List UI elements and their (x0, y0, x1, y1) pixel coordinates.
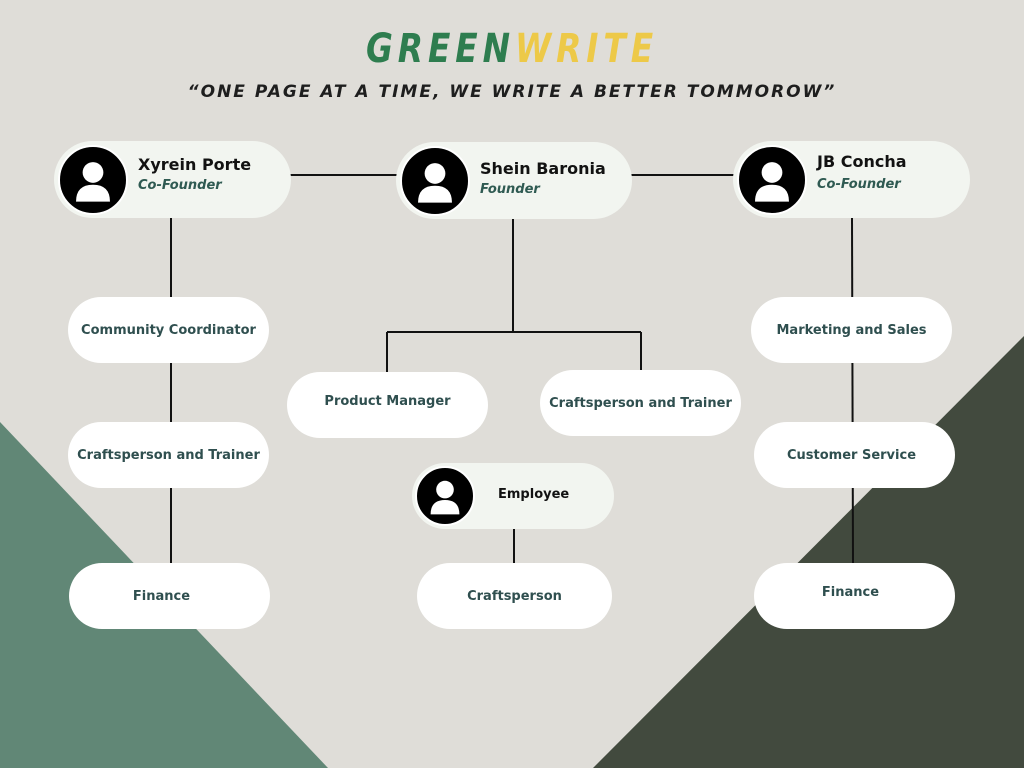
role-customer-service: Customer Service (754, 422, 955, 488)
employee-label: Employee (498, 487, 570, 502)
leader-card-jb: JB Concha Co-Founder (733, 141, 970, 218)
user-avatar-icon (58, 145, 128, 215)
role-finance-right: Finance (754, 563, 955, 629)
role-craftsperson-trainer-center: Craftsperson and Trainer (540, 370, 741, 436)
leader-name: Xyrein Porte (138, 155, 252, 174)
connector-right-chain (851, 217, 854, 564)
leader-name: Shein Baronia (480, 159, 606, 178)
leader-card-shein: Shein Baronia Founder (396, 142, 632, 219)
role-craftsperson: Craftsperson (417, 563, 612, 629)
role-craftsperson-trainer-left: Craftsperson and Trainer (68, 422, 269, 488)
leader-title: Co-Founder (138, 178, 222, 193)
user-avatar-icon (400, 146, 470, 216)
leader-card-xyrein: Xyrein Porte Co-Founder (54, 141, 291, 218)
user-avatar-icon (737, 145, 807, 215)
user-avatar-icon (415, 466, 475, 526)
role-product-manager: Product Manager (287, 372, 488, 438)
brand-logo-write: WRITE (515, 26, 659, 72)
brand-logo-green: GREEN (365, 26, 516, 72)
role-community-coordinator: Community Coordinator (68, 297, 269, 363)
role-finance-left: Finance (69, 563, 270, 629)
leader-title: Co-Founder (817, 177, 901, 192)
brand-logo: GREENWRITE (92, 26, 932, 72)
employee-card: Employee (412, 463, 614, 529)
leader-name: JB Concha (817, 152, 907, 171)
leader-title: Founder (480, 182, 540, 197)
tagline: “ONE PAGE AT A TIME, WE WRITE A BETTER T… (187, 82, 837, 102)
role-marketing-sales: Marketing and Sales (751, 297, 952, 363)
